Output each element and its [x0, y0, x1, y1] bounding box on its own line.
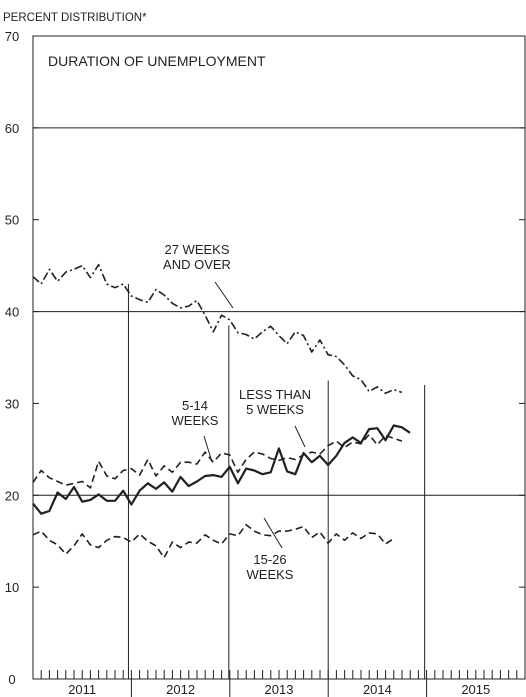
annotation-0-line-1: AND OVER: [163, 257, 231, 272]
y-axis-label: PERCENT DISTRIBUTION*: [3, 12, 147, 24]
y-tick-label-70: 70: [5, 29, 19, 44]
annotation-2-line-1: 5 WEEKS: [246, 402, 304, 417]
annotation-leader-2: [294, 425, 306, 448]
series-line-27-weeks-and-over: [32, 263, 403, 395]
series-line-5-14-weeks: [32, 433, 403, 489]
y-tick-label-20: 20: [5, 488, 19, 503]
annotation-3-line-1: WEEKS: [247, 567, 294, 582]
annotation-leader-1: [203, 435, 213, 463]
x-year-label-2013: 2013: [265, 682, 294, 697]
series-lines: [32, 263, 411, 559]
annotation-3-line-0: 15-26: [253, 552, 286, 567]
annotation-1-line-0: 5-14: [182, 398, 208, 413]
y-tick-label-50: 50: [5, 213, 19, 228]
x-year-label-2012: 2012: [166, 682, 195, 697]
annotation-leader-3: [263, 517, 283, 549]
chart-title: DURATION OF UNEMPLOYMENT: [48, 53, 266, 69]
series-line-15-26-weeks: [32, 523, 395, 559]
annotation-leader-0: [214, 281, 234, 309]
plot-area: DURATION OF UNEMPLOYMENT: [32, 35, 526, 680]
y-tick-label-10: 10: [5, 580, 19, 595]
y-tick-label-60: 60: [5, 121, 19, 136]
x-year-label-2014: 2014: [363, 682, 392, 697]
x-year-label-2011: 2011: [68, 682, 96, 697]
plot-frame: [32, 35, 526, 680]
y-tick-label-30: 30: [5, 396, 19, 411]
gridlines: [33, 127, 525, 679]
axes: 0 10 20 30 40 50 60 70 2011 2012 2013 2014 2015: [5, 29, 525, 697]
series-line-less-than-5-weeks: [32, 424, 411, 515]
annotation-1-line-1: WEEKS: [172, 413, 219, 428]
annotation-0-line-0: 27 WEEKS: [164, 242, 229, 257]
y-tick-label-0: 0: [8, 672, 15, 687]
y-tick-label-40: 40: [5, 305, 19, 320]
x-year-label-2015: 2015: [461, 682, 490, 697]
annotation-2-line-0: LESS THAN: [239, 387, 311, 402]
